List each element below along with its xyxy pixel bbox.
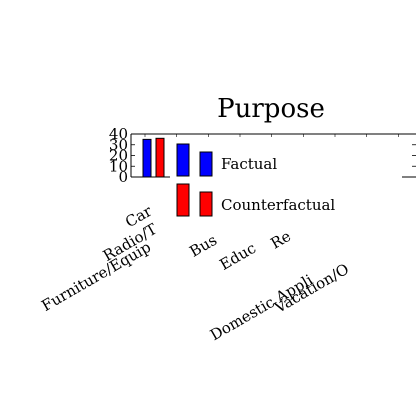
x-tick-label: Domestic Appli [207, 271, 316, 344]
legend-swatch [176, 183, 190, 217]
legend-swatch [199, 151, 213, 177]
legend-swatch [199, 191, 213, 217]
bar-counterfactual [155, 137, 165, 178]
chart-title: Purpose [217, 94, 325, 124]
legend-label: Factual [221, 155, 277, 173]
legend-swatch [176, 143, 190, 177]
legend: Factual Counterfactual [170, 140, 402, 225]
y-tick-label: 10 [109, 157, 128, 175]
y-tick-label: 0 [118, 168, 128, 186]
bar-factual [142, 138, 152, 178]
y-tick-label: 40 [109, 125, 128, 143]
x-tick-label: Bus [186, 231, 220, 261]
y-tick-label: 20 [109, 147, 128, 165]
y-tick-label: 30 [109, 136, 128, 154]
x-tick-label: Educ [217, 239, 259, 274]
x-tick-label: Furniture/Equip [38, 238, 154, 315]
legend-label: Counterfactual [221, 196, 335, 214]
x-tick-label: Re [268, 227, 295, 253]
